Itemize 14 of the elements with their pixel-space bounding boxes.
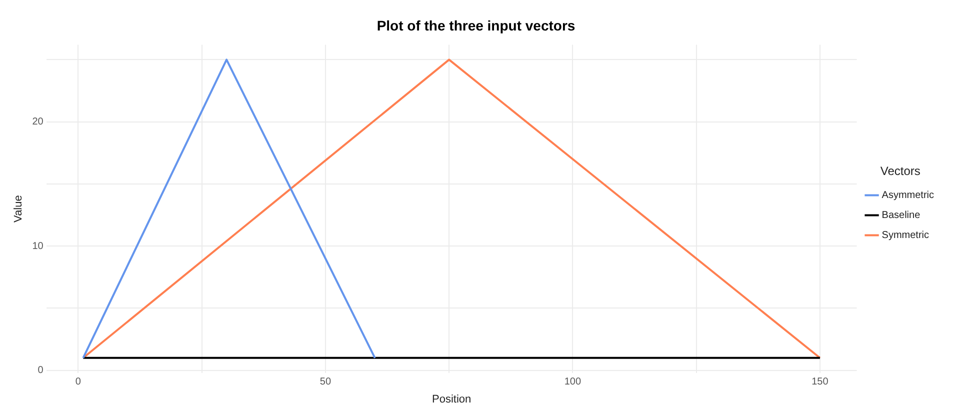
x-tick-label: 100 [564, 376, 582, 388]
y-tick-label: 10 [32, 240, 44, 252]
legend-title: Vectors [880, 164, 920, 178]
x-tick-label: 150 [812, 376, 829, 388]
x-axis-title: Position [432, 393, 472, 406]
y-tick-label: 0 [38, 365, 44, 376]
x-tick-label: 0 [75, 376, 82, 388]
y-tick-label: 20 [32, 116, 44, 128]
chart-title: Plot of the three input vectors [376, 17, 576, 34]
legend-label: Baseline [882, 210, 921, 221]
legend-label: Symmetric [882, 230, 930, 241]
legend-label: Asymmetric [882, 190, 934, 201]
y-axis-title: Value [12, 195, 25, 222]
x-tick-label: 50 [320, 376, 332, 388]
